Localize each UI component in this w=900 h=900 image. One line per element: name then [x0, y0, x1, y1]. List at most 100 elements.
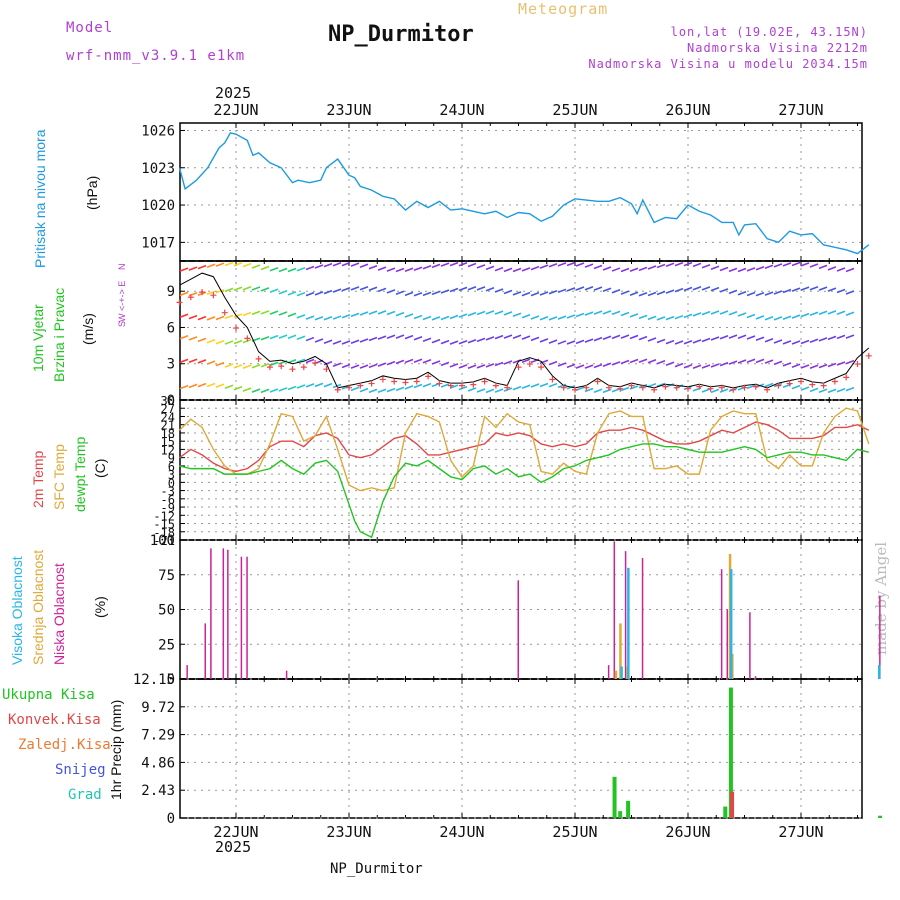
- wind-arrow: [386, 360, 396, 366]
- wind-arrow: [287, 291, 297, 296]
- wind-arrow: [692, 339, 702, 344]
- wind-arrow: [674, 340, 684, 345]
- precip-label-snow: Snijeg: [55, 762, 106, 778]
- wind-arrow: [332, 315, 342, 320]
- convective-precip-bar: [730, 791, 735, 818]
- wind-arrow: [566, 363, 576, 369]
- temp-tick-label: 6: [168, 460, 175, 474]
- temp-tick-label: 30: [161, 394, 175, 408]
- wind-arrow: [530, 383, 540, 388]
- wind-arrow: [557, 315, 567, 320]
- wind-arrow: [809, 263, 819, 268]
- wind-arrow: [827, 266, 837, 271]
- wind-arrow: [179, 384, 189, 390]
- wind-gust-mark: [605, 384, 612, 391]
- precip-tick-label: 9.72: [141, 700, 175, 716]
- wind-arrow: [485, 336, 495, 341]
- wind-speed-line: [179, 272, 870, 389]
- wind-gust-mark: [504, 384, 511, 391]
- wind-arrow: [557, 340, 567, 345]
- wind-arrow: [728, 267, 738, 273]
- wind-arrow: [323, 289, 333, 295]
- pressure-line: [178, 132, 870, 255]
- wind-arrow: [233, 364, 243, 369]
- wind-arrow: [404, 313, 414, 318]
- wind-arrow: [377, 310, 387, 315]
- wind-arrow: [701, 337, 711, 343]
- elevation: Nadmorska Visina 2212m: [687, 41, 868, 55]
- wind-arrow: [476, 337, 486, 343]
- wind-arrow: [755, 336, 765, 341]
- wind-arrow: [827, 335, 837, 341]
- wind-arrow: [665, 361, 675, 366]
- wind-arrow: [593, 336, 603, 342]
- wind-gust-mark: [334, 386, 341, 393]
- temp-tick-label: -6: [161, 493, 175, 507]
- wind-gust-mark: [357, 382, 364, 389]
- wind-gust-mark: [809, 381, 816, 388]
- total-precip-bar: [723, 806, 728, 818]
- wind-arrow: [359, 364, 369, 369]
- low-cloud-bar: [720, 569, 723, 679]
- wind-arrow: [251, 286, 261, 291]
- total-precip-bar: [612, 776, 617, 818]
- wind-arrow: [368, 286, 378, 292]
- wind-arrow: [341, 340, 351, 345]
- wind-gust-mark: [662, 383, 669, 390]
- wind-arrow: [503, 360, 513, 365]
- wind-arrow: [818, 286, 828, 291]
- wind-arrow: [701, 310, 711, 316]
- wind-arrow: [512, 359, 522, 364]
- wind-arrow: [188, 336, 198, 341]
- low-cloud-bar: [240, 556, 243, 679]
- wind-arrow: [539, 359, 549, 365]
- wind-arrow: [746, 291, 756, 297]
- wind-arrow: [314, 264, 324, 269]
- wind-arrow: [692, 364, 702, 369]
- wind-arrow: [809, 311, 819, 316]
- day-label-top: 27JUN: [778, 101, 823, 119]
- wind-arrow: [206, 290, 216, 295]
- wind-arrow: [800, 364, 810, 369]
- wind-arrow: [224, 261, 234, 267]
- wind-arrow: [791, 314, 801, 319]
- wind-gust-mark: [255, 355, 262, 362]
- day-label-bottom: 22JUN: [213, 823, 258, 841]
- wind-gust-mark: [266, 364, 273, 371]
- wind-arrow: [791, 363, 801, 368]
- wind-arrow: [179, 358, 189, 364]
- wind-gust-mark: [718, 384, 725, 391]
- wind-arrow: [602, 310, 612, 315]
- temp-tick-label: 0: [168, 476, 175, 490]
- year-top: 2025: [215, 84, 252, 102]
- precip-label-convective: Konvek.Kisa: [8, 712, 101, 728]
- wind-arrow: [701, 286, 711, 291]
- wind-arrow: [431, 290, 441, 296]
- wind-tick-label: 6: [167, 320, 175, 336]
- wind-arrow: [818, 388, 828, 393]
- high-cloud-bar: [627, 567, 630, 679]
- wind-arrow: [260, 265, 270, 271]
- temp-tick-label: 21: [161, 419, 175, 433]
- wind-gust-mark: [312, 360, 319, 367]
- wind-arrow: [350, 286, 360, 291]
- wind-arrow: [647, 382, 657, 388]
- wind-arrow: [422, 359, 432, 364]
- wind-arrow: [791, 384, 801, 390]
- wind-arrow: [611, 310, 621, 316]
- day-label-top: 22JUN: [213, 101, 258, 119]
- wind-arrow: [449, 363, 459, 368]
- wind-arrow: [305, 291, 315, 297]
- high-cloud-bar: [620, 666, 623, 679]
- wind-gust-mark: [379, 376, 386, 383]
- wind-arrow: [422, 382, 432, 388]
- wind-arrow: [656, 263, 666, 269]
- wind-arrow: [233, 339, 243, 345]
- temp-sfc-line: [179, 407, 870, 492]
- wind-arrow: [620, 334, 630, 339]
- wind-arrow: [521, 291, 531, 297]
- wind-arrow: [656, 382, 666, 388]
- wind-arrow: [278, 289, 288, 295]
- wind-arrow: [440, 262, 450, 267]
- wind-arrow: [845, 311, 855, 317]
